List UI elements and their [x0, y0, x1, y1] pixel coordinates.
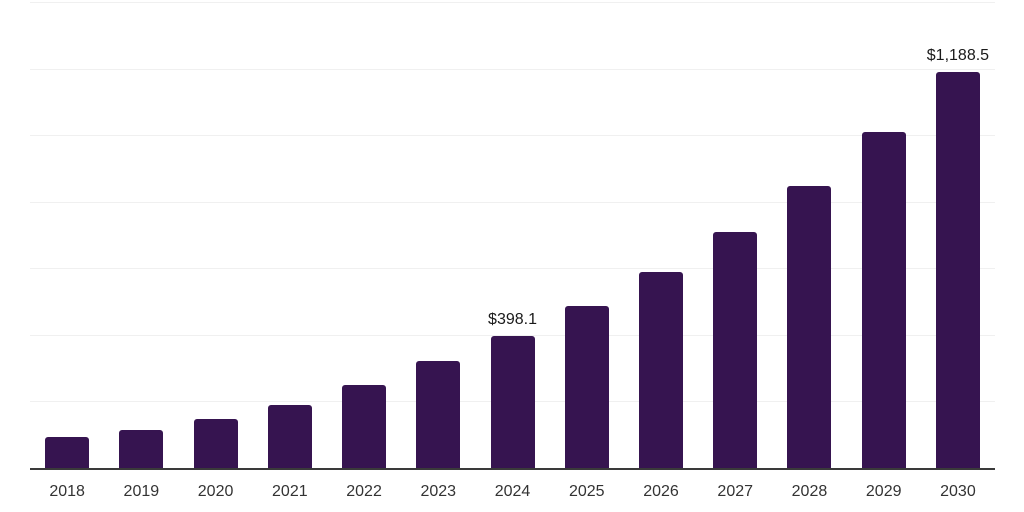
bar-2028: [787, 185, 832, 468]
gridline-y-600: [30, 268, 995, 270]
bars-container: $398.1 $1,188.5: [30, 2, 995, 468]
bar-slot-2018: [30, 2, 104, 468]
plot-area: $398.1 $1,188.5: [30, 2, 995, 470]
x-tick-label-2023: 2023: [420, 483, 457, 500]
bar-2021: [267, 404, 312, 468]
bar-2023: [416, 360, 461, 468]
bar-slot-2029: [847, 2, 921, 468]
bar-2030: [935, 72, 980, 468]
gridline-y-1200: [30, 68, 995, 70]
bar-slot-2022: [327, 2, 401, 468]
bar-slot-2024: $398.1: [475, 2, 549, 468]
x-tick-label-2020: 2020: [197, 483, 234, 500]
bar-2026: [638, 271, 683, 468]
bar-2020: [193, 418, 238, 468]
x-tick-label-2019: 2019: [123, 483, 160, 500]
x-tick-label-2030: 2030: [940, 483, 976, 500]
x-tick-label-2026: 2026: [643, 483, 679, 500]
x-tick-label-2029: 2029: [865, 483, 902, 500]
bar-slot-2028: [772, 2, 846, 468]
gridline-y-400: [30, 334, 995, 336]
x-tick-label-2018: 2018: [49, 483, 85, 500]
bar-slot-2020: [178, 2, 252, 468]
bar-2019: [119, 429, 164, 468]
x-axis-tick-labels: 2018 2019 2020 2021 2022 2023 2024 2025 2026 2027…: [30, 482, 995, 502]
x-tick-label-2024: 2024: [494, 483, 531, 500]
x-tick-label-2025: 2025: [568, 483, 605, 500]
bar-slot-2021: [253, 2, 327, 468]
bar-value-label-2030: $1,188.5: [926, 47, 990, 65]
bar-slot-2030: $1,188.5: [921, 2, 995, 468]
x-tick-label-2027: 2027: [717, 483, 754, 500]
bar-2027: [713, 231, 758, 468]
gridline-y-800: [30, 201, 995, 203]
gridline-y-1000: [30, 135, 995, 137]
bar-2029: [861, 132, 906, 468]
bar-slot-2027: [698, 2, 772, 468]
bar-value-label-2024: $398.1: [488, 310, 537, 328]
bar-slot-2025: [550, 2, 624, 468]
bar-2018: [45, 437, 90, 468]
x-tick-label-2021: 2021: [272, 483, 308, 500]
bar-2022: [342, 384, 387, 468]
bar-slot-2026: [624, 2, 698, 468]
bar-slot-2019: [104, 2, 178, 468]
x-tick-label-2028: 2028: [791, 483, 828, 500]
x-tick-label-2022: 2022: [346, 483, 382, 500]
bar-slot-2023: [401, 2, 475, 468]
gridline-y-1400: [30, 2, 995, 3]
bar-2025: [564, 305, 609, 468]
bar-2024: [490, 335, 535, 468]
